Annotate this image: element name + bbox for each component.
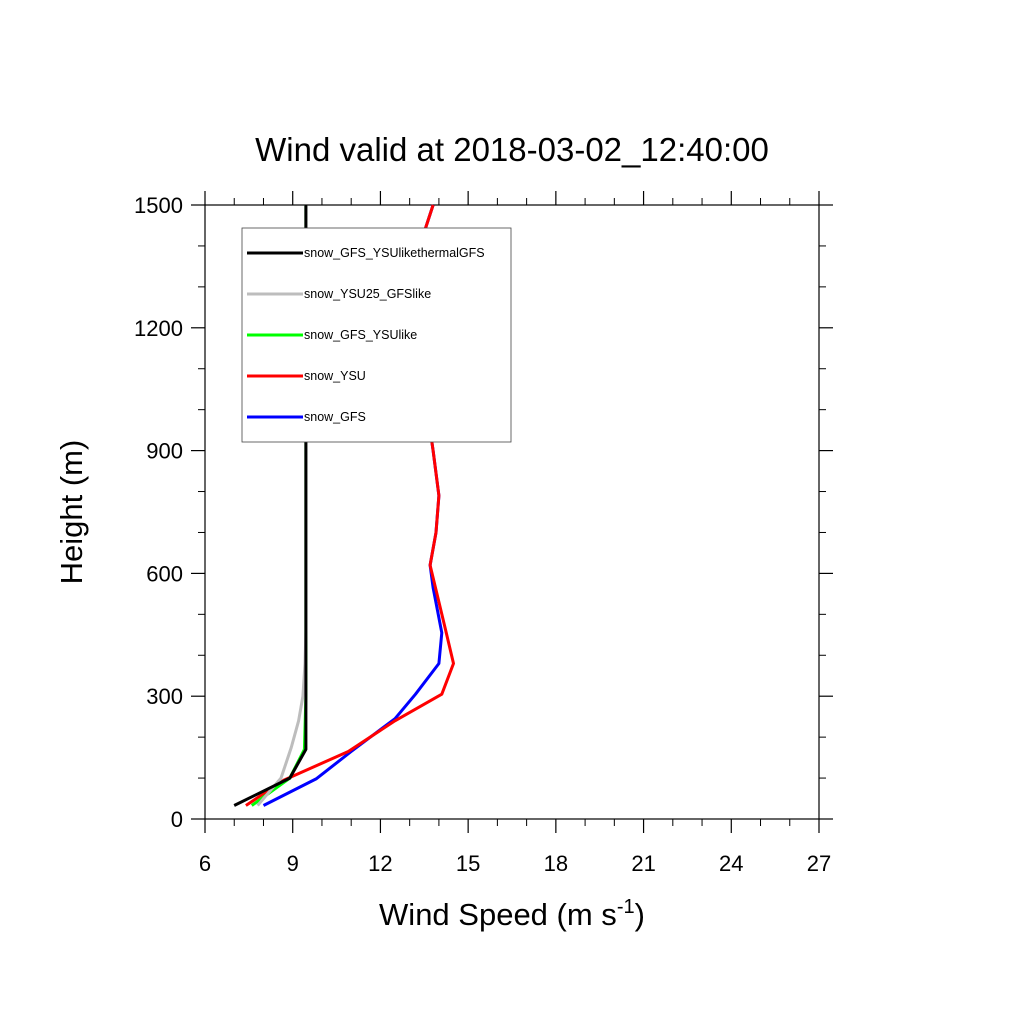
x-tick-label: 24 xyxy=(719,851,743,876)
y-tick-label: 1500 xyxy=(134,193,183,218)
y-tick-label: 900 xyxy=(146,439,183,464)
y-tick-label: 1200 xyxy=(134,316,183,341)
legend-label: snow_GFS_YSUlikethermalGFS xyxy=(304,246,485,260)
x-axis-title-suffix: ) xyxy=(635,897,645,932)
x-axis-title: Wind Speed (m s-1) xyxy=(379,896,645,932)
x-axis-title-main: Wind Speed (m s xyxy=(379,897,617,932)
x-tick-label: 15 xyxy=(456,851,480,876)
chart-title: Wind valid at 2018-03-02_12:40:00 xyxy=(255,131,769,168)
x-tick-label: 6 xyxy=(199,851,211,876)
x-axis-title-superscript: -1 xyxy=(617,896,635,918)
x-tick-label: 21 xyxy=(631,851,655,876)
x-tick-label: 27 xyxy=(807,851,831,876)
axis-tick-labels: 6 9 12 15 18 21 24 27 0 300 600 900 1200 1500 xyxy=(134,193,831,876)
legend-label: snow_GFS xyxy=(304,410,366,424)
y-tick-label: 600 xyxy=(146,561,183,586)
legend-label: snow_YSU xyxy=(304,369,366,383)
y-axis-title: Height (m) xyxy=(54,440,89,585)
legend: snow_GFS_YSUlikethermalGFS snow_YSU25_GFS… xyxy=(241,227,512,443)
x-tick-label: 9 xyxy=(287,851,299,876)
legend-label: snow_YSU25_GFSlike xyxy=(304,287,431,301)
plot-frame xyxy=(204,204,820,820)
axis-ticks xyxy=(191,191,833,833)
y-tick-label: 0 xyxy=(171,807,183,832)
plot-border xyxy=(204,204,820,820)
legend-label: snow_GFS_YSUlike xyxy=(304,328,417,342)
x-tick-label: 12 xyxy=(368,851,392,876)
y-tick-label: 300 xyxy=(146,684,183,709)
x-tick-label: 18 xyxy=(544,851,568,876)
